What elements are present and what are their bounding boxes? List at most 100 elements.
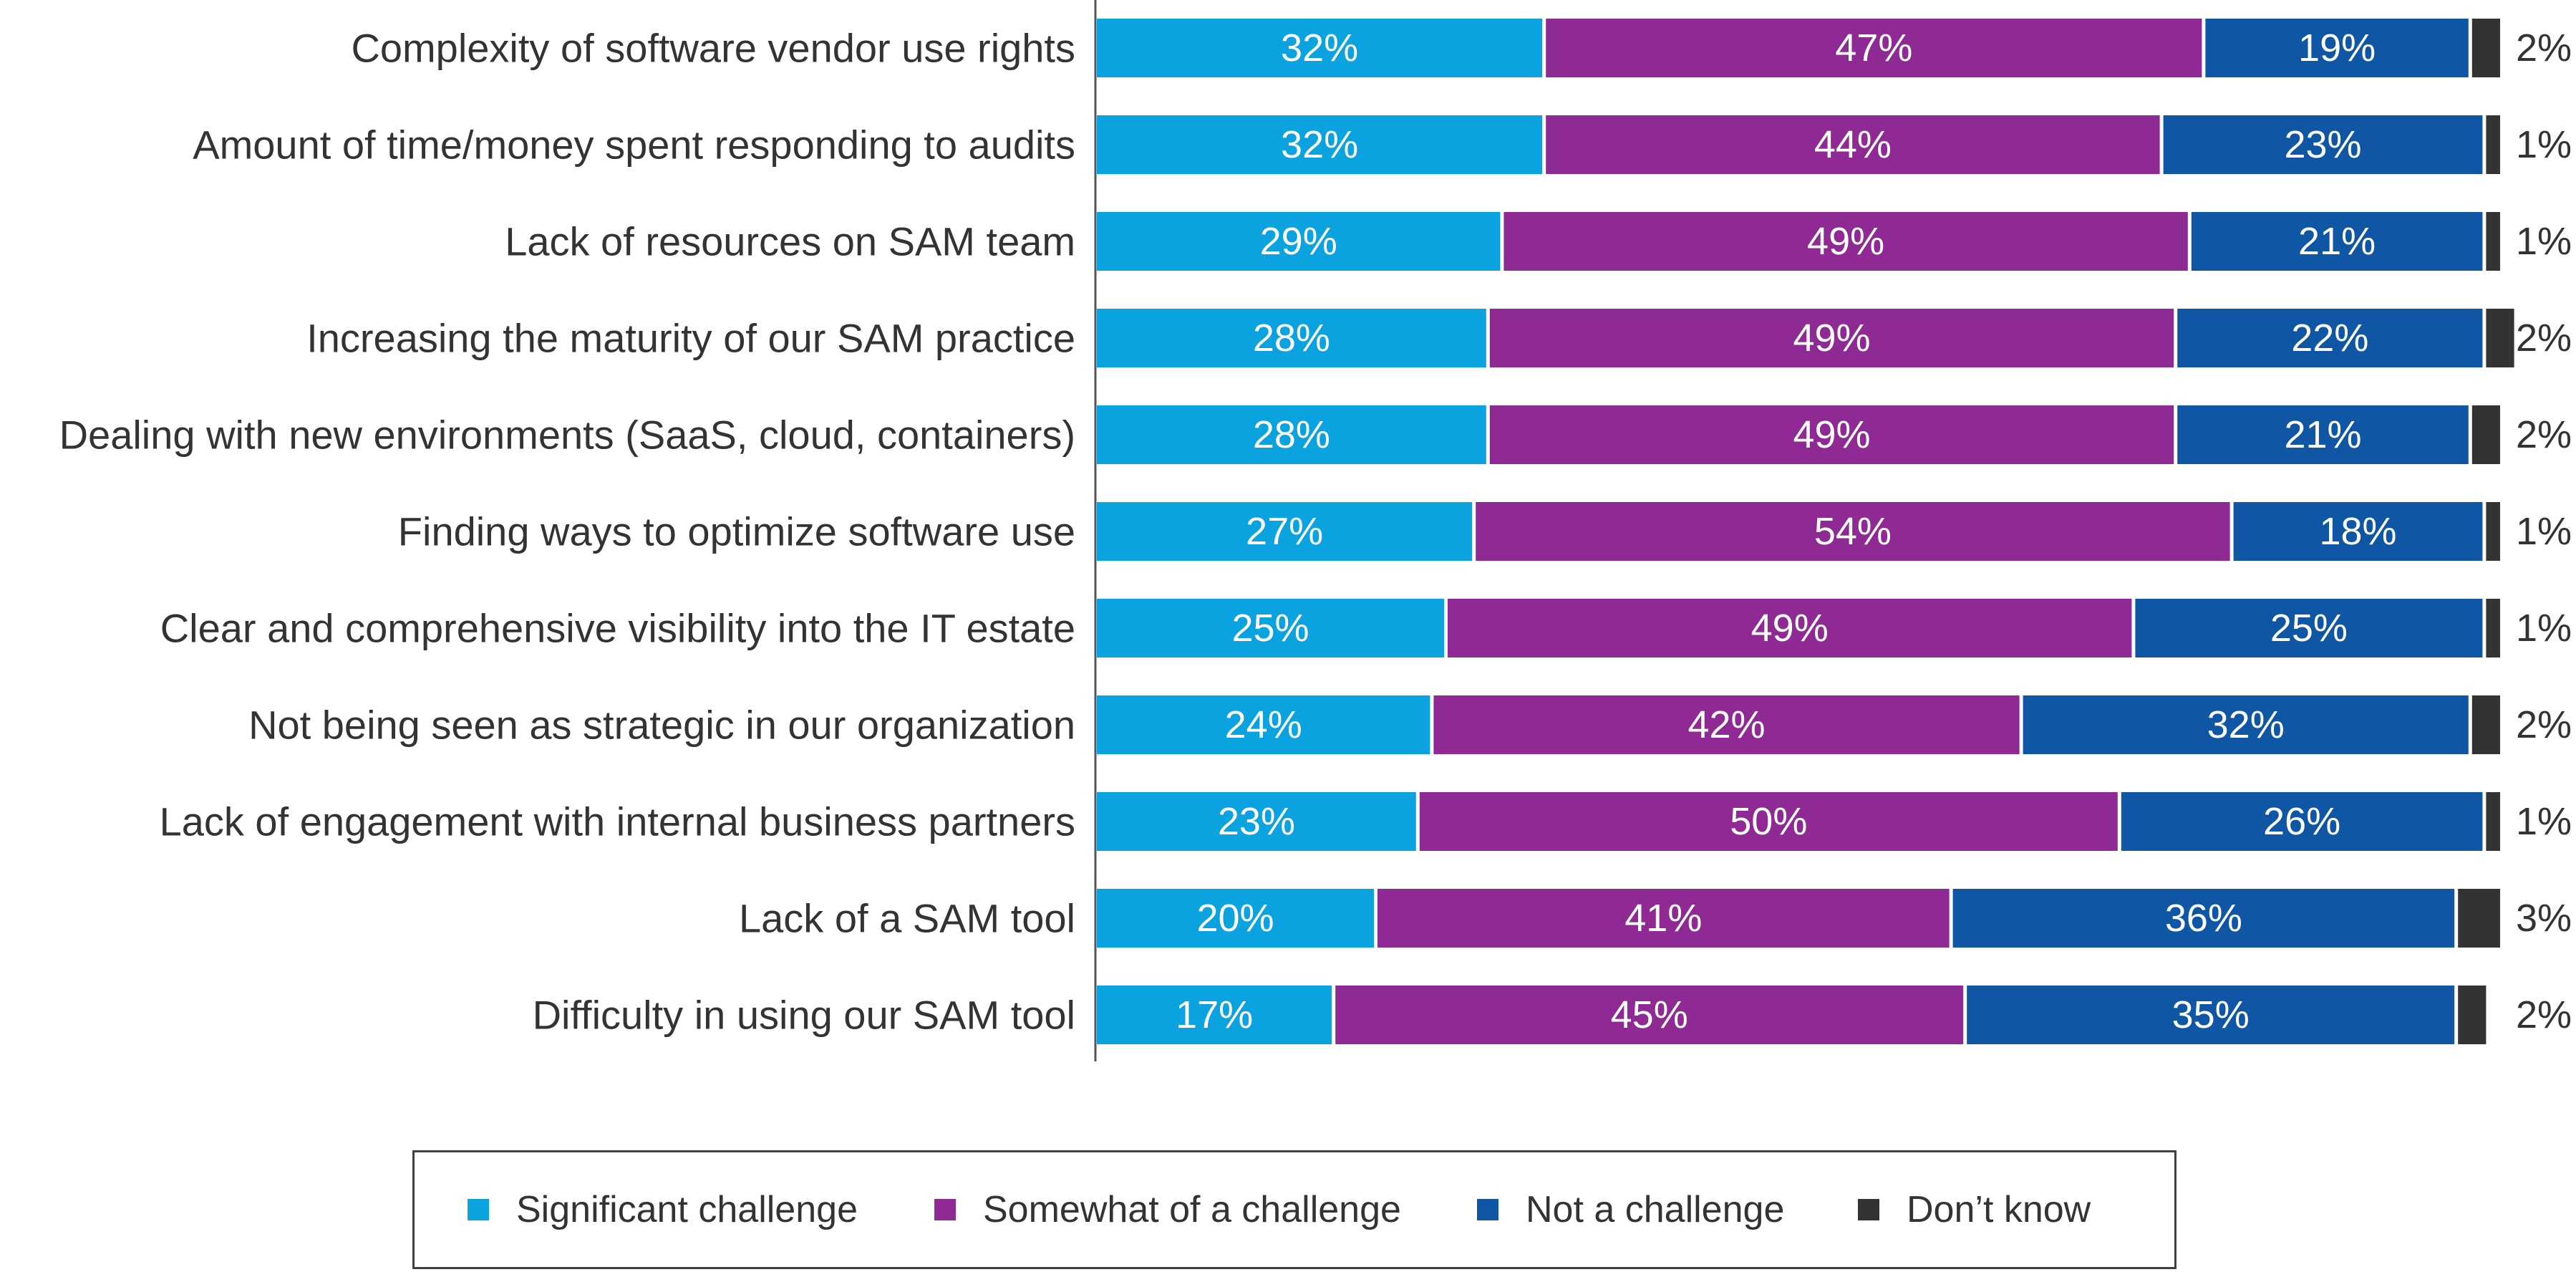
data-label: 19% (2298, 26, 2376, 69)
bar-segment (1097, 405, 1486, 464)
bar-segment (1097, 986, 1332, 1044)
bar-segment (1448, 599, 2132, 657)
legend-label-somewhat: Somewhat of a challenge (983, 1189, 1401, 1230)
bar-segment (1433, 695, 2020, 754)
bar-segment (1097, 115, 1543, 174)
category-label: Lack of a SAM tool (739, 896, 1075, 941)
data-label: 27% (1246, 510, 1323, 553)
bar-segment (1967, 986, 2455, 1044)
data-label: 25% (2270, 607, 2348, 650)
data-label: 36% (2165, 897, 2242, 940)
bar-segment (1097, 599, 1444, 657)
data-label: 25% (1231, 607, 1309, 650)
bar-segment (2135, 599, 2483, 657)
category-label: Lack of engagement with internal busines… (160, 799, 1075, 844)
data-label: 18% (2319, 510, 2396, 553)
bar-segment (2486, 115, 2500, 174)
bar-segment (1489, 405, 2174, 464)
category-label: Difficulty in using our SAM tool (533, 993, 1075, 1038)
bar-segment (2191, 212, 2483, 271)
bar-segment (2486, 502, 2500, 561)
data-label-dont-know: 1% (2516, 220, 2572, 263)
legend-item-dont-know: Don’t know (1858, 1152, 2091, 1267)
data-label: 20% (1196, 897, 1274, 940)
bar-segment (1419, 792, 2118, 851)
legend-label-significant: Significant challenge (516, 1189, 858, 1230)
bar-segment (1546, 115, 2160, 174)
bar-segment (2486, 309, 2514, 367)
data-label: 24% (1225, 703, 1302, 746)
legend-item-somewhat: Somewhat of a challenge (934, 1152, 1401, 1267)
data-label-dont-know: 2% (2516, 993, 2572, 1036)
data-label: 44% (1814, 123, 1892, 166)
data-label: 32% (2207, 703, 2285, 746)
category-label: Finding ways to optimize software use (398, 509, 1075, 554)
data-label-dont-know: 1% (2516, 607, 2572, 650)
category-label: Increasing the maturity of our SAM pract… (306, 316, 1075, 361)
category-label: Complexity of software vendor use rights (351, 26, 1075, 71)
bar-segment (2471, 405, 2500, 464)
data-label: 42% (1688, 703, 1765, 746)
data-label: 29% (1260, 220, 1337, 263)
data-label: 22% (2291, 317, 2368, 360)
legend-swatch-dont-know (1858, 1199, 1879, 1220)
category-label: Lack of resources on SAM team (505, 219, 1075, 264)
bar-segment (2486, 792, 2500, 851)
data-label: 21% (2284, 413, 2361, 456)
data-label: 54% (1814, 510, 1892, 553)
data-label-dont-know: 3% (2516, 897, 2572, 940)
bar-segment (2458, 889, 2500, 948)
data-label-dont-know: 2% (2516, 317, 2572, 360)
legend-item-not: Not a challenge (1477, 1152, 1784, 1267)
data-label: 49% (1793, 413, 1870, 456)
bar-segment (2458, 986, 2487, 1044)
bar-segment (2471, 695, 2500, 754)
bar-segment (2486, 212, 2500, 271)
legend: Significant challenge Somewhat of a chal… (412, 1150, 2176, 1269)
data-label: 49% (1807, 220, 1884, 263)
category-label: Not being seen as strategic in our organ… (248, 703, 1075, 748)
data-label: 23% (2284, 123, 2361, 166)
bar-segment (1097, 212, 1501, 271)
category-label: Clear and comprehensive visibility into … (160, 606, 1075, 651)
data-label: 28% (1253, 413, 1330, 456)
legend-label-not: Not a challenge (1526, 1189, 1785, 1230)
legend-swatch-significant (468, 1199, 489, 1220)
bar-segment (2121, 792, 2483, 851)
bar-segment (1546, 19, 2202, 77)
data-label-dont-know: 2% (2516, 413, 2572, 456)
bar-segment (2205, 19, 2469, 77)
bar-segment (2233, 502, 2483, 561)
category-label: Dealing with new environments (SaaS, clo… (59, 413, 1075, 458)
data-label: 45% (1611, 993, 1688, 1036)
data-label: 28% (1253, 317, 1330, 360)
bar-segment (2163, 115, 2483, 174)
bar-segment (1097, 502, 1473, 561)
bar-segment (1097, 792, 1416, 851)
data-label: 23% (1218, 800, 1295, 843)
bar-segment (2177, 405, 2469, 464)
bar-segment (1504, 212, 2188, 271)
data-label-dont-know: 1% (2516, 510, 2572, 553)
data-label: 17% (1176, 993, 1253, 1036)
bar-segment (1476, 502, 2230, 561)
legend-swatch-not (1477, 1199, 1498, 1220)
legend-swatch-somewhat (934, 1199, 956, 1220)
bar-segment (1097, 19, 1543, 77)
data-label: 49% (1751, 607, 1829, 650)
category-label: Amount of time/money spent responding to… (193, 122, 1075, 168)
data-label: 35% (2172, 993, 2250, 1036)
bar-segment (1097, 889, 1374, 948)
bar-segment (1097, 309, 1486, 367)
data-label-dont-know: 1% (2516, 800, 2572, 843)
bar-segment (1335, 986, 1964, 1044)
legend-label-dont-know: Don’t know (1907, 1189, 2091, 1230)
bar-segment (1377, 889, 1950, 948)
bar-segment (1952, 889, 2455, 948)
data-label: 50% (1730, 800, 1807, 843)
data-label: 41% (1624, 897, 1702, 940)
bar-segment (2177, 309, 2483, 367)
bar-segment (1097, 695, 1430, 754)
data-label-dont-know: 2% (2516, 26, 2572, 69)
